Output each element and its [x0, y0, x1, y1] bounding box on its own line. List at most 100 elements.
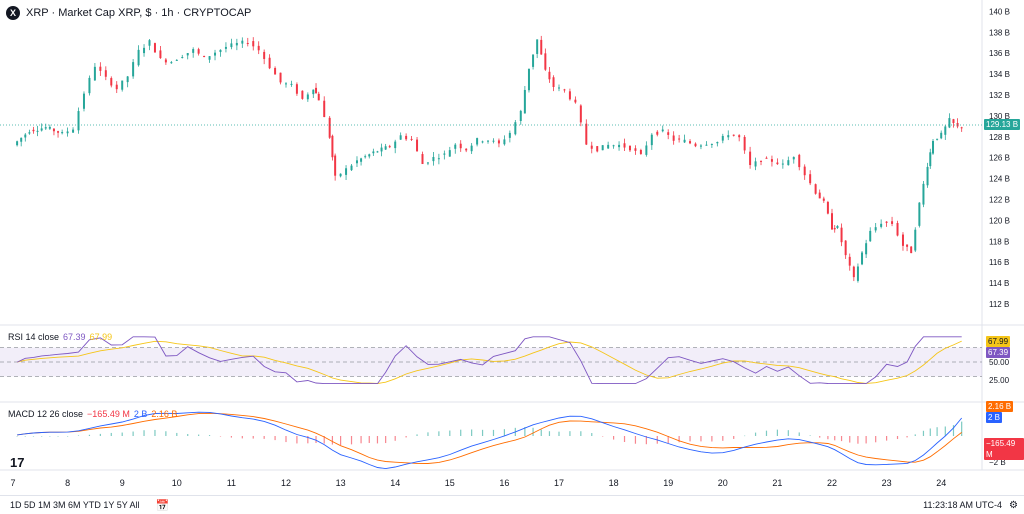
candle-body: [52, 128, 55, 132]
candle-body: [519, 110, 522, 121]
candle-body: [459, 143, 462, 149]
macd-tick-label: −2 B: [989, 458, 1006, 467]
candle-body: [454, 144, 457, 149]
last-price-tag: 129.13 B: [984, 119, 1021, 130]
macd-histogram-bar: [540, 429, 542, 436]
candle-body: [384, 146, 387, 150]
macd-histogram-bar: [827, 436, 829, 440]
macd-histogram-bar: [252, 436, 254, 439]
macd-histogram-bar: [208, 435, 211, 436]
candle-body: [694, 143, 697, 147]
candle-body: [334, 155, 337, 176]
candle-body: [906, 244, 909, 247]
macd-histogram-bar: [961, 421, 963, 436]
candle-body: [230, 43, 233, 48]
candle-body: [844, 240, 847, 256]
candle-body: [732, 134, 735, 136]
macd-line: [17, 411, 963, 470]
candle-body: [181, 57, 184, 59]
candle-body: [922, 183, 925, 205]
candle-body: [82, 93, 85, 109]
candle-body: [596, 146, 599, 152]
candle-body: [339, 173, 342, 177]
rsi-value: 67.39: [63, 332, 86, 342]
candle-body: [448, 150, 451, 157]
candle-body: [952, 119, 955, 124]
candle-body: [312, 89, 315, 95]
candle-body: [896, 223, 899, 236]
candle-body: [376, 151, 379, 153]
macd-histogram-bar: [819, 436, 821, 438]
candle-body: [432, 156, 435, 162]
macd-histogram-bar: [711, 436, 713, 442]
candle-body: [416, 139, 419, 152]
macd-histogram-bar: [110, 432, 112, 436]
candle-body: [601, 145, 604, 151]
candle-body: [536, 39, 539, 54]
candle-body: [290, 83, 293, 85]
candle-body: [936, 138, 939, 140]
candle-body: [143, 47, 146, 54]
calendar-icon[interactable]: 📅: [155, 499, 170, 512]
candle-body: [328, 117, 331, 138]
macd-histogram-bar: [580, 431, 582, 436]
x-tick-label: 13: [336, 478, 346, 488]
candle-body: [880, 223, 883, 227]
candle-body: [699, 145, 702, 147]
clock-time[interactable]: 11:23:18 AM UTC-4: [923, 500, 1002, 510]
y-tick-label: 124 B: [989, 175, 1010, 184]
candle-body: [497, 140, 500, 144]
x-tick-label: 23: [882, 478, 892, 488]
macd-histogram-bar: [241, 436, 243, 439]
macd-histogram-bar: [733, 436, 735, 439]
candle-body: [40, 128, 43, 131]
candle-body: [891, 221, 894, 224]
rsi-tag: 67.39: [986, 347, 1011, 358]
candle-body: [833, 228, 836, 230]
gear-icon[interactable]: ⚙: [1009, 499, 1018, 511]
macd-histogram-bar: [285, 436, 287, 443]
macd-histogram-bar: [49, 436, 51, 437]
macd-histogram-bar: [88, 434, 91, 436]
macd-histogram-bar: [602, 436, 604, 437]
macd-legend[interactable]: MACD 12 26 close −165.49 M 2 B 2.16 B: [8, 409, 177, 419]
candle-body: [203, 56, 206, 58]
candle-body: [437, 158, 440, 160]
candle-body: [852, 266, 855, 278]
y-tick-label: 140 B: [989, 7, 1010, 16]
x-tick-label: 11: [227, 478, 236, 488]
candle-body: [164, 59, 167, 63]
candle-body: [372, 151, 375, 154]
candle-body: [252, 41, 255, 47]
candle-body: [532, 54, 535, 67]
x-tick-label: 18: [609, 478, 619, 488]
candle-body: [48, 126, 51, 129]
candle-body: [672, 135, 675, 141]
rsi-ma-value: 67.99: [89, 332, 113, 342]
timeframe-buttons[interactable]: 1D 5D 1M 3M 6M YTD 1Y 5Y All: [10, 500, 140, 510]
macd-histogram-bar: [875, 436, 877, 443]
macd-value: 2 B: [133, 409, 148, 419]
macd-histogram-bar: [558, 431, 560, 436]
rsi-legend[interactable]: RSI 14 close 67.39 67.99: [8, 332, 112, 342]
candle-body: [192, 49, 195, 53]
candle-body: [170, 62, 173, 64]
macd-histogram-bar: [99, 433, 101, 436]
rsi-line: [16, 336, 962, 385]
macd-histogram-bar: [376, 436, 379, 444]
candle-body: [61, 132, 64, 134]
candle-body: [874, 227, 877, 231]
candle-body: [323, 100, 326, 118]
y-tick-label: 122 B: [989, 196, 1010, 205]
y-tick-label: 116 B: [989, 258, 1009, 267]
chart-title: XRP · Market Cap XRP, $ · 1h · CRYPTOCAP: [26, 7, 252, 19]
candle-body: [826, 201, 829, 214]
macd-histogram-bar: [405, 436, 407, 438]
macd-histogram-bar: [700, 436, 702, 442]
candle-body: [317, 93, 320, 101]
macd-histogram-bar: [834, 436, 836, 441]
macd-tag: 2 B: [986, 412, 1003, 423]
candle-body: [628, 145, 631, 151]
candle-body: [315, 87, 318, 94]
